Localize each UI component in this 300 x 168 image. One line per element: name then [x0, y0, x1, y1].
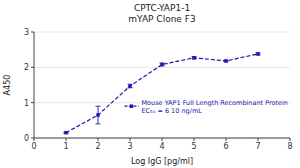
marker: [192, 56, 196, 60]
tick-label: 5: [191, 142, 196, 151]
marker: [256, 52, 260, 56]
error-cap: [96, 123, 101, 124]
tick-label: 3: [24, 28, 29, 37]
tick-label: 2: [24, 63, 29, 72]
tick-label: 6: [223, 142, 228, 151]
legend-marker: [130, 104, 134, 108]
error-bar: [192, 57, 197, 59]
error-bar: [96, 106, 101, 124]
grid-line: [34, 32, 290, 33]
tick-label: 0: [31, 142, 36, 151]
error-bar: [160, 63, 165, 66]
marker: [128, 84, 132, 88]
marker: [224, 59, 228, 63]
x-axis: [34, 138, 290, 139]
legend-label-line: EC₅₀ = 6 10 ng/mL: [141, 107, 202, 115]
legend-label-line: Mouse YAP1 Full Length Recombinant Prote…: [141, 99, 288, 107]
tick-label: 1: [63, 142, 68, 151]
error-bar: [256, 53, 261, 55]
error-bar: [128, 84, 133, 88]
tick-label: 0: [24, 134, 29, 143]
x-axis-label: Log IgG [pg/ml]: [131, 157, 193, 166]
tick-label: 3: [127, 142, 132, 151]
chart: CPTC-YAP1-1mYAP Clone F3 0 1 2 3 0 1 2 3 4 5 6 7 8 Log…: [0, 0, 300, 168]
legend: Mouse YAP1 Full Length Recombinant Prote…: [124, 99, 288, 115]
tick-label: 8: [287, 142, 292, 151]
grid-line: [34, 138, 290, 139]
marker: [160, 63, 164, 67]
tick-label: 1: [24, 99, 29, 108]
y-axis-label: A450: [3, 75, 12, 96]
tick-label: 4: [159, 142, 164, 151]
error-cap: [96, 106, 101, 107]
tick-label: 2: [95, 142, 100, 151]
y-axis: [34, 32, 35, 138]
subtitle: mYAP Clone F3: [128, 14, 195, 24]
grid-line: [34, 67, 290, 68]
marker: [96, 113, 100, 117]
tick-label: 7: [255, 142, 260, 151]
title: CPTC-YAP1-1: [134, 3, 190, 13]
legend-label: Mouse YAP1 Full Length Recombinant Prote…: [141, 99, 288, 115]
plot-area: [64, 52, 261, 134]
marker: [64, 131, 68, 135]
series-line: [66, 54, 258, 133]
